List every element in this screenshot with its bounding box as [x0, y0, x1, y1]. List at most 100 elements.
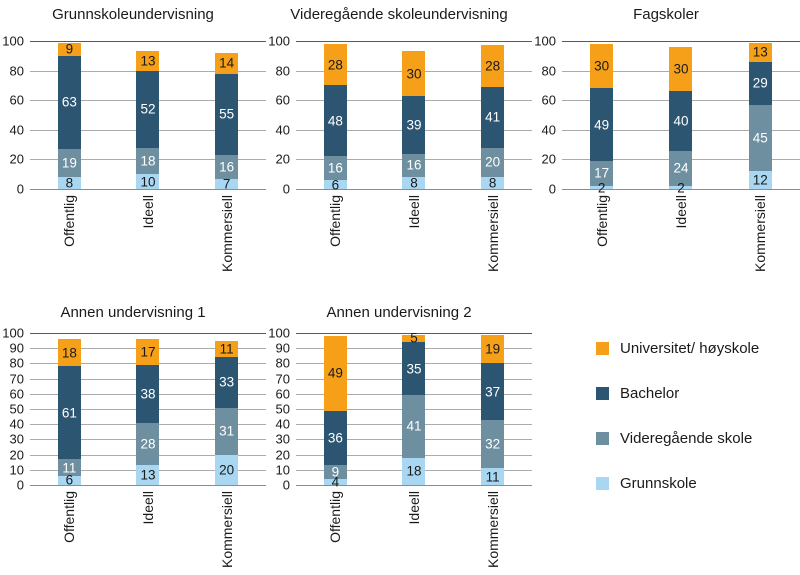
bar-segment-value: 13 — [140, 53, 156, 69]
bar-segment: 28 — [481, 45, 505, 87]
x-axis-label: Offentlig — [327, 195, 344, 247]
bar-segment: 38 — [136, 364, 160, 423]
plot-area-row: 0 10 20 30 40 50 60 70 80 90 100 4 9 36 49 18 41 35 5 11 32 3… — [266, 327, 532, 492]
bar-segment-value: 9 — [65, 41, 74, 57]
bar-kommersiell: 8 20 41 28 — [481, 41, 505, 189]
bar-offentlig: 2 17 49 30 — [590, 41, 614, 194]
y-tick-label: 20 — [275, 151, 290, 167]
x-axis-label: Kommersiell — [218, 195, 235, 273]
bar-segment: 9 — [323, 465, 347, 479]
legend-label: Universitet/ høyskole — [620, 340, 760, 357]
top-chart-row: Grunnskoleundervisning 0 20 40 60 80 100 8 19 63 9… — [2, 6, 800, 291]
bar-segment-value: 45 — [752, 130, 768, 146]
bar-segment-value: 55 — [219, 106, 235, 122]
gridline — [30, 485, 266, 486]
bar-segment-value: 8 — [410, 175, 418, 191]
bar-segment: 33 — [215, 357, 239, 408]
bar-segment: 48 — [323, 85, 347, 157]
bar-segment-value: 18 — [406, 463, 422, 479]
y-tick-label: 90 — [9, 340, 24, 356]
bar-segment: 19 — [481, 334, 505, 364]
x-axis-label-cell: Ideell — [669, 189, 692, 291]
bar-segment-value: 2 — [677, 179, 685, 195]
bar-segment-value: 30 — [594, 58, 610, 74]
y-tick-label: 10 — [275, 462, 290, 478]
bar-segment: 16 — [323, 156, 347, 181]
y-tick-label: 40 — [9, 416, 24, 432]
bar-segment-value: 35 — [406, 360, 422, 376]
y-axis: 0 10 20 30 40 50 60 70 80 90 100 — [0, 327, 30, 492]
x-axis-label-cell: Kommersiell — [481, 189, 504, 291]
x-axis-label-cell: Ideell — [136, 189, 159, 291]
x-axis-labels: Offentlig Ideell Kommersiell — [30, 485, 266, 571]
y-tick-label: 60 — [275, 386, 290, 402]
x-axis-label-cell: Kommersiell — [215, 485, 238, 571]
x-axis-label: Offentlig — [327, 491, 344, 543]
gridline — [296, 189, 532, 190]
legend-swatch-videregaende-skole — [596, 432, 609, 445]
bar-segment-value: 5 — [410, 330, 418, 346]
bar-segment: 63 — [57, 55, 81, 150]
bar-segment: 49 — [590, 88, 614, 161]
bar-segment: 11 — [57, 459, 81, 476]
bar-segment: 11 — [215, 340, 239, 358]
x-axis-label-cell: Kommersiell — [481, 485, 504, 571]
bar-segment-value: 6 — [331, 176, 340, 192]
x-axis-label: Offentlig — [61, 491, 78, 543]
bar-segment-value: 63 — [61, 94, 77, 110]
bar-ideell: 18 41 35 5 — [402, 332, 426, 485]
legend-label: Videregående skole — [620, 430, 753, 447]
bar-segment-value: 6 — [65, 472, 74, 488]
y-axis: 0 20 40 60 80 100 — [532, 35, 562, 196]
legend-item-videregaende-skole: Videregående skole — [596, 430, 800, 447]
bar-segment-value: 8 — [65, 175, 74, 191]
bar-segment-value: 13 — [140, 467, 156, 483]
bar-offentlig: 6 11 61 18 — [57, 333, 81, 487]
bar-segment: 52 — [136, 70, 160, 148]
x-axis-label: Kommersiell — [752, 195, 769, 273]
bar-segment: 41 — [481, 86, 505, 148]
y-tick-label: 40 — [275, 416, 290, 432]
plot-area: 4 9 36 49 18 41 35 5 11 32 37 19 — [296, 332, 532, 488]
bar-segment: 37 — [481, 363, 505, 420]
bar-segment-value: 20 — [219, 462, 235, 478]
bars-layer: 6 16 48 28 8 16 39 30 8 20 41 28 — [296, 41, 532, 192]
x-axis-label-cell: Ideell — [402, 189, 425, 291]
x-axis-label: Ideell — [405, 195, 422, 229]
bar-segment-value: 16 — [406, 157, 422, 173]
bar-segment-value: 7 — [222, 176, 231, 192]
y-tick-label: 80 — [275, 355, 290, 371]
bar-ideell: 13 28 38 17 — [136, 333, 160, 485]
y-tick-label: 100 — [268, 33, 290, 49]
bar-segment: 17 — [590, 160, 614, 187]
bar-segment: 18 — [57, 339, 81, 367]
bar-segment-value: 28 — [485, 58, 501, 74]
bar-segment-value: 16 — [219, 159, 235, 175]
bottom-chart-row: Annen undervisning 1 0 10 20 30 40 50 60 70 80 90 1… — [0, 296, 800, 571]
chart-title: Annen undervisning 2 — [326, 304, 472, 321]
bar-segment: 45 — [748, 104, 772, 172]
bar-segment: 2 — [669, 181, 693, 194]
x-axis-label-cell: Offentlig — [58, 485, 81, 571]
y-tick-label: 50 — [275, 401, 290, 417]
y-tick-label: 0 — [16, 477, 24, 493]
x-axis-label: Kommersiell — [218, 491, 235, 569]
bar-segment-value: 4 — [331, 474, 340, 490]
legend-label: Bachelor — [620, 385, 680, 402]
y-tick-label: 40 — [275, 122, 290, 138]
bar-segment-value: 49 — [327, 365, 343, 381]
y-tick-label: 80 — [541, 63, 556, 79]
bar-segment-value: 24 — [673, 160, 689, 176]
x-axis-labels: Offentlig Ideell Kommersiell — [562, 189, 800, 291]
bar-segment: 39 — [402, 95, 426, 154]
plot-area-row: 0 20 40 60 80 100 2 17 49 30 2 24 40 30 12 45 29 13 — [532, 35, 800, 196]
chart-annen-undervisning-1: Annen undervisning 1 0 10 20 30 40 50 60 70 80 90 1… — [0, 296, 266, 571]
bar-ideell: 8 16 39 30 — [402, 41, 426, 189]
y-tick-label: 60 — [9, 92, 24, 108]
bar-kommersiell: 7 16 55 14 — [215, 41, 239, 190]
bar-segment: 13 — [136, 465, 160, 485]
legend-swatch-universitet-hoyskole — [596, 342, 609, 355]
y-tick-label: 0 — [282, 181, 290, 197]
x-axis-label-cell: Offentlig — [324, 189, 347, 291]
